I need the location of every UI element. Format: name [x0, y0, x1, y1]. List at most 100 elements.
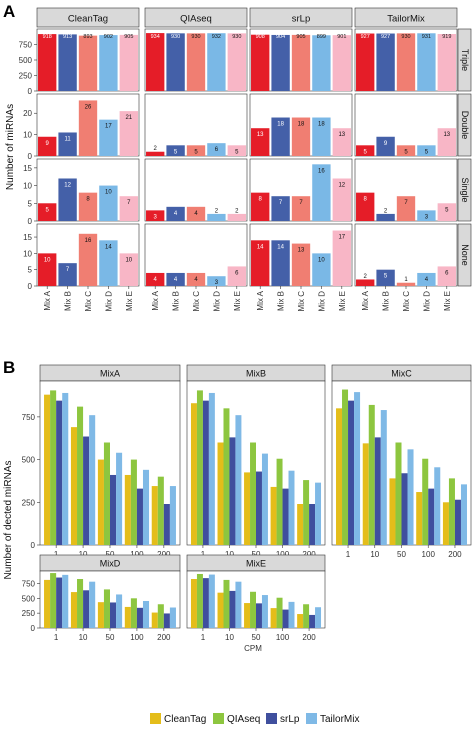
- strip-tailormix: [354, 7, 458, 28]
- bar-mixd-qiaseq-cpm-1: [50, 573, 57, 628]
- strip-label-mixd: MixD: [100, 559, 121, 569]
- y-tick-label: 500: [22, 594, 36, 603]
- data-label-srlp-none-mix-c: 13: [298, 248, 305, 254]
- strip-label-tailormix: TailorMix: [387, 14, 425, 25]
- bar-mixc-qiaseq-cpm-10: [368, 404, 375, 545]
- bar-qiaseq-triple-mix-d: [207, 33, 226, 91]
- y-tick-label: 0: [28, 87, 33, 96]
- data-label-srlp-single-mix-a: 8: [259, 197, 263, 203]
- x-tick-label-mix-b: Mix B: [64, 291, 73, 311]
- strip-label-triple: Triple: [460, 49, 470, 71]
- bar-tailormix-none-mix-e: [437, 266, 456, 286]
- x-tick-label-mix-c: Mix C: [84, 291, 93, 312]
- bar-mixd-qiaseq-cpm-200: [157, 604, 164, 628]
- x-tick-label-cpm-200: 200: [157, 550, 171, 559]
- bar-mixa-cleantag-cpm-1: [44, 394, 51, 545]
- data-label-srlp-none-mix-e: 17: [338, 235, 345, 241]
- data-label-cleantag-triple-mix-a: 918: [43, 34, 52, 40]
- bar-mixc-qiaseq-cpm-50: [395, 442, 402, 545]
- data-label-qiaseq-none-mix-a: 4: [154, 277, 158, 283]
- bar-mixd-cleantag-cpm-50: [97, 602, 104, 628]
- x-tick-label-cpm-10: 10: [225, 550, 234, 559]
- data-label-srlp-none-mix-b: 14: [277, 244, 284, 250]
- y-tick-label: 0: [28, 282, 33, 291]
- bar-tailormix-single-mix-a: [356, 192, 375, 221]
- bar-mixa-srlp-cpm-100: [136, 488, 143, 545]
- y-tick-label: 0: [31, 541, 36, 550]
- bar-mixa-cleantag-cpm-10: [70, 427, 78, 545]
- bar-mixd-srlp-cpm-10: [83, 590, 90, 628]
- data-label-cleantag-none-mix-d: 14: [105, 244, 112, 250]
- bar-mixe-tailormix-cpm-10: [235, 581, 242, 628]
- strip-label-mixb: MixB: [246, 369, 266, 379]
- bar-mixc-tailormix-cpm-10: [380, 410, 387, 545]
- y-tick-label: 20: [23, 109, 32, 118]
- data-label-qiaseq-single-mix-b: 4: [174, 211, 178, 217]
- x-tick-label-cpm-1: 1: [201, 633, 206, 642]
- bar-cleantag-none-mix-a: [38, 253, 57, 286]
- y-tick-label: 10: [23, 182, 32, 191]
- bar-cleantag-none-mix-c: [78, 233, 98, 286]
- bar-tailormix-none-mix-a: [356, 279, 375, 286]
- x-tick-label-mix-e: Mix E: [233, 291, 242, 311]
- y-tick-label: 0: [28, 152, 33, 161]
- bar-srlp-triple-mix-e: [332, 35, 351, 91]
- bar-mixb-srlp-cpm-100: [282, 488, 289, 545]
- bar-mixd-qiaseq-cpm-10: [77, 579, 84, 628]
- bar-qiaseq-triple-mix-b: [166, 33, 185, 91]
- legend-label-tailormix: TailorMix: [320, 714, 359, 725]
- x-tick-label-mix-b: Mix B: [382, 291, 391, 311]
- data-label-cleantag-single-mix-d: 10: [105, 190, 112, 196]
- data-label-tailormix-triple-mix-e: 919: [442, 34, 451, 40]
- panel-a: A CleanTag QIAseq srLp TailorMix Number of mi…: [3, 2, 472, 312]
- x-tick-label-cpm-1: 1: [346, 550, 351, 559]
- data-label-cleantag-none-mix-a: 10: [44, 257, 51, 263]
- bar-srlp-triple-mix-d: [312, 35, 331, 91]
- x-tick-label-cpm-200: 200: [302, 550, 316, 559]
- bar-mixa-tailormix-cpm-100: [142, 469, 150, 545]
- bar-mixd-tailormix-cpm-1: [62, 574, 69, 628]
- bar-mixd-cleantag-cpm-100: [124, 606, 131, 628]
- data-label-cleantag-double-mix-b: 11: [64, 136, 71, 142]
- bar-srlp-none-mix-d: [312, 253, 331, 286]
- bar-mixb-tailormix-cpm-50: [261, 453, 268, 545]
- x-tick-label-mix-b: Mix B: [172, 291, 181, 311]
- bar-tailormix-none-mix-d: [417, 272, 436, 286]
- bar-mixe-cleantag-cpm-50: [244, 603, 251, 628]
- strip-cleantag: [36, 7, 140, 28]
- bar-cleantag-single-mix-d: [99, 185, 118, 221]
- bar-mixc-cleantag-cpm-50: [389, 478, 396, 545]
- y-tick-label: 0: [31, 624, 36, 633]
- data-label-cleantag-single-mix-e: 7: [127, 200, 131, 206]
- bar-mixe-cleantag-cpm-100: [270, 608, 277, 628]
- x-tick-label-mix-e: Mix E: [125, 291, 134, 311]
- x-tick-label-mix-c: Mix C: [297, 291, 306, 312]
- bar-srlp-triple-mix-b: [271, 34, 290, 91]
- data-label-tailormix-single-mix-b: 2: [384, 208, 388, 214]
- y-axis-label: Number of miRNAs: [5, 104, 16, 190]
- data-label-cleantag-triple-mix-e: 905: [124, 34, 133, 40]
- x-tick-label-mix-a: Mix A: [43, 290, 52, 310]
- bar-mixd-cleantag-cpm-10: [70, 592, 78, 628]
- bar-mixe-srlp-cpm-200: [309, 614, 316, 628]
- data-label-tailormix-triple-mix-a: 927: [361, 34, 370, 40]
- bar-srlp-double-mix-d: [312, 117, 331, 156]
- strip-label-mixa: MixA: [100, 369, 120, 379]
- y-tick-label: 10: [23, 249, 32, 258]
- strip-label-single: Single: [460, 177, 470, 202]
- x-tick-label-cpm-100: 100: [130, 633, 144, 642]
- bar-tailormix-triple-mix-c: [396, 33, 416, 91]
- strip-single: [457, 158, 472, 222]
- bar-srlp-none-mix-b: [271, 240, 290, 286]
- bar-srlp-single-mix-b: [271, 196, 290, 221]
- bar-mixd-tailormix-cpm-200: [169, 607, 176, 628]
- x-tick-label-cpm-1: 1: [54, 633, 59, 642]
- bar-tailormix-single-mix-e: [437, 203, 456, 221]
- x-tick-label-mix-a: Mix A: [151, 290, 160, 310]
- bar-mixb-tailormix-cpm-100: [288, 470, 295, 545]
- data-label-cleantag-triple-mix-d: 902: [104, 34, 113, 40]
- bar-mixe-srlp-cpm-1: [202, 578, 209, 628]
- legend-swatch-srlp: [266, 713, 277, 724]
- strip-label-mixe: MixE: [246, 559, 266, 569]
